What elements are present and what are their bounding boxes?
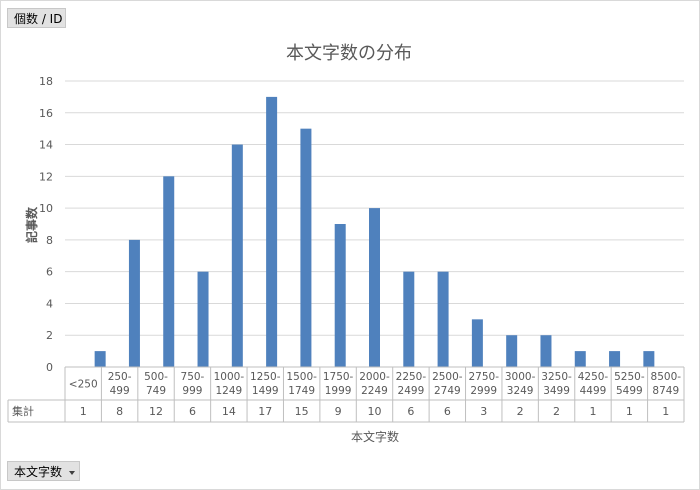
chart-title: 本文字数の分布: [286, 43, 412, 64]
data-table-value: 1: [80, 405, 87, 418]
y-axis-label: 記事数: [24, 206, 39, 243]
axis-field-button[interactable]: 本文字数: [7, 461, 80, 481]
category-label: 3000-3249: [505, 371, 536, 397]
data-table-value: 15: [295, 405, 309, 418]
bar: [266, 96, 278, 367]
value-field-button[interactable]: 個数 / ID: [7, 8, 66, 28]
y-tick-label: 10: [39, 202, 53, 215]
y-tick-label: 16: [39, 107, 53, 120]
data-table-value: 6: [189, 405, 196, 418]
bar: [300, 128, 312, 367]
data-table-value: 3: [480, 405, 487, 418]
bar: [163, 176, 175, 367]
bar: [540, 335, 552, 367]
bar: [369, 208, 380, 367]
category-label: 3250-3499: [541, 371, 572, 397]
y-tick-label: 4: [46, 297, 53, 310]
y-tick-label: 0: [46, 361, 53, 374]
y-tick-label: 2: [46, 329, 53, 342]
data-table-value: 6: [407, 405, 414, 418]
y-axis-ticks: 0 2 4 6 8 10 12 14 16 18: [39, 75, 53, 374]
category-label: 2000-2249: [359, 371, 390, 397]
axis-field-label: 本文字数: [14, 465, 63, 479]
bar: [437, 271, 449, 367]
bar: [471, 319, 483, 367]
data-table-value: 6: [444, 405, 451, 418]
category-label: 1750-1999: [323, 371, 354, 397]
category-label: 8500-8749: [651, 371, 682, 397]
data-table-value: 17: [258, 405, 272, 418]
bar: [94, 351, 106, 367]
data-table-value: 9: [335, 405, 342, 418]
data-table-value: 14: [222, 405, 236, 418]
bar: [334, 224, 346, 367]
series-name: 集計: [12, 404, 34, 418]
bar: [609, 351, 621, 367]
category-label: 1250-1499: [250, 371, 281, 397]
bar: [506, 335, 518, 367]
data-table: <2501250-4998500-74912750-99961000-12491…: [7, 366, 685, 423]
bars: [94, 96, 655, 367]
data-table-value: 1: [662, 405, 669, 418]
category-label: 2750-2999: [468, 371, 499, 397]
category-label: 4250-4499: [578, 371, 609, 397]
bar: [643, 351, 655, 367]
data-table-value: 8: [116, 405, 123, 418]
bar: [574, 351, 586, 367]
category-label: 2500-2749: [432, 371, 463, 397]
data-table-value: 2: [517, 405, 524, 418]
bar: [231, 144, 243, 367]
data-table-value: 1: [626, 405, 633, 418]
bar: [403, 271, 415, 367]
bar: [128, 239, 140, 367]
data-table-value: 1: [589, 405, 596, 418]
x-axis-label: 本文字数: [351, 429, 399, 444]
category-label: 2250-2499: [396, 371, 427, 397]
y-tick-label: 14: [39, 139, 53, 152]
category-label: 5250-5499: [614, 371, 645, 397]
data-table-value: 2: [553, 405, 560, 418]
category-label: <250: [69, 379, 98, 391]
category-label: 1500-1749: [286, 371, 317, 397]
dropdown-arrow-icon: [69, 470, 76, 475]
category-label: 750-999: [181, 371, 205, 397]
y-tick-label: 6: [46, 266, 53, 279]
category-label: 250-499: [108, 371, 132, 397]
y-tick-label: 12: [39, 170, 53, 183]
category-label: 1000-1249: [214, 371, 245, 397]
bar: [197, 271, 209, 367]
y-tick-label: 18: [39, 75, 53, 88]
data-table-value: 10: [368, 405, 382, 418]
y-tick-label: 8: [46, 234, 53, 247]
data-table-value: 12: [149, 405, 163, 418]
value-field-label: 個数 / ID: [14, 12, 63, 26]
category-label: 500-749: [144, 371, 168, 397]
